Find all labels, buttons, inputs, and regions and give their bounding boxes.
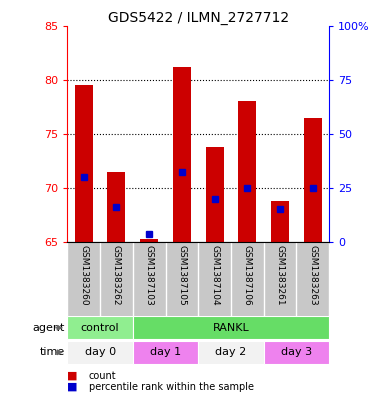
Text: day 2: day 2 [215, 347, 247, 357]
Bar [304, 118, 322, 242]
Text: GSM1383262: GSM1383262 [112, 244, 121, 305]
Text: count: count [89, 371, 116, 381]
Bar [140, 239, 158, 242]
Bar [107, 172, 126, 242]
Bar [173, 67, 191, 242]
Bar [75, 85, 93, 242]
Bar [271, 201, 289, 242]
Bar [238, 101, 256, 242]
Text: time: time [40, 347, 65, 357]
Title: GDS5422 / ILMN_2727712: GDS5422 / ILMN_2727712 [108, 11, 289, 24]
Text: GSM1387106: GSM1387106 [243, 244, 252, 305]
Bar [133, 316, 329, 339]
Text: agent: agent [32, 323, 65, 333]
Text: RANKL: RANKL [213, 323, 249, 333]
Text: GSM1383261: GSM1383261 [276, 244, 285, 305]
Bar [206, 147, 224, 242]
Bar [198, 341, 264, 364]
Text: GSM1387103: GSM1387103 [145, 244, 154, 305]
Text: percentile rank within the sample: percentile rank within the sample [89, 382, 254, 392]
Text: day 3: day 3 [281, 347, 312, 357]
Text: control: control [81, 323, 119, 333]
Bar [264, 341, 329, 364]
Bar [133, 341, 198, 364]
Text: GSM1387104: GSM1387104 [210, 244, 219, 305]
Text: ■: ■ [67, 371, 78, 381]
Text: GSM1387105: GSM1387105 [177, 244, 186, 305]
Text: ■: ■ [67, 382, 78, 392]
Text: GSM1383263: GSM1383263 [308, 244, 317, 305]
Text: day 0: day 0 [85, 347, 116, 357]
Text: day 1: day 1 [150, 347, 181, 357]
Bar [67, 316, 133, 339]
Bar [67, 341, 133, 364]
Text: GSM1383260: GSM1383260 [79, 244, 88, 305]
